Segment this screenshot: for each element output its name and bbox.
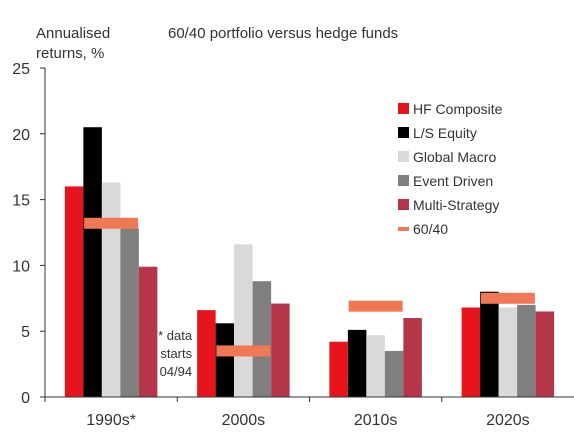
legend-swatch <box>398 151 409 162</box>
y-tick-label: 10 <box>12 258 30 275</box>
legend: HF Composite L/S Equity Global Macro Event … <box>398 101 503 237</box>
legend-label: HF Composite <box>413 101 503 117</box>
x-tick-label: 2020s <box>486 412 530 429</box>
y-tick-label: 5 <box>21 324 30 341</box>
bar <box>83 127 102 397</box>
legend-label: L/S Equity <box>413 125 477 141</box>
bar <box>347 329 367 397</box>
y-tick-label: 25 <box>12 61 30 78</box>
bars <box>64 127 555 397</box>
y-axis-label-line: Annualised <box>36 25 110 42</box>
legend-label: Event Driven <box>413 173 493 189</box>
bar <box>366 335 385 397</box>
bar <box>234 244 253 397</box>
y-axis-label-line: returns, % <box>36 45 104 62</box>
bar <box>480 291 499 397</box>
bar <box>403 318 422 397</box>
benchmark-marker <box>348 300 403 312</box>
annotation: * data starts 04/94 <box>158 328 193 379</box>
legend-swatch <box>398 103 409 114</box>
bar <box>252 281 272 397</box>
bar <box>101 182 121 397</box>
bar <box>384 350 404 397</box>
bar <box>120 228 139 397</box>
x-tick-label: 2010s <box>354 412 398 429</box>
bar <box>138 266 158 397</box>
annotation-line: 04/94 <box>160 364 193 379</box>
benchmark-marker <box>480 292 535 304</box>
legend-swatch-benchmark <box>398 227 409 231</box>
legend-label: Global Macro <box>413 149 496 165</box>
legend-label: Multi-Strategy <box>413 197 499 213</box>
y-axis-label: Annualised returns, % <box>36 25 110 62</box>
benchmark-markers <box>84 217 535 357</box>
annotation-line: starts <box>160 346 192 361</box>
bar <box>64 186 84 397</box>
bar <box>461 307 481 397</box>
bar <box>271 303 290 397</box>
bar <box>215 323 235 397</box>
bar <box>498 307 518 397</box>
benchmark-marker <box>216 345 271 357</box>
bar <box>535 311 555 397</box>
annotation-line: * data <box>158 328 193 343</box>
y-tick-label: 20 <box>12 127 30 144</box>
x-tick-label: 2000s <box>222 412 266 429</box>
y-axis: 0 5 10 15 20 25 <box>12 61 46 407</box>
benchmark-marker <box>84 217 139 229</box>
legend-swatch <box>398 175 409 186</box>
x-tick-label: 1990s* <box>86 412 136 429</box>
chart-title: 60/40 portfolio versus hedge funds <box>168 25 398 42</box>
bar <box>517 304 536 397</box>
legend-swatch <box>398 199 409 210</box>
bar <box>329 341 348 397</box>
y-tick-label: 15 <box>12 193 30 210</box>
legend-swatch <box>398 127 409 138</box>
bar <box>197 310 216 397</box>
legend-label: 60/40 <box>413 221 448 237</box>
x-axis: 1990s* 2000s 2010s 2020s <box>44 396 574 429</box>
y-tick-label: 0 <box>21 390 30 407</box>
